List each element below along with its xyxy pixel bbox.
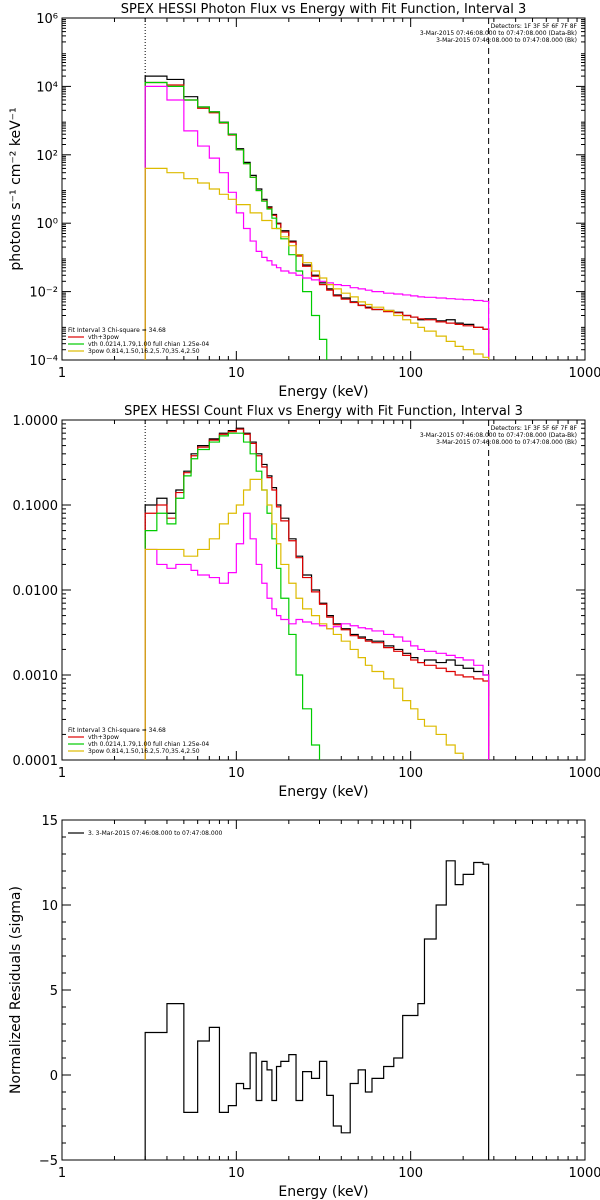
x-tick-label: 1: [58, 766, 66, 781]
y-tick-label: 10⁻²: [29, 286, 58, 301]
y-tick-label: 0.0010: [13, 669, 59, 684]
legend-label: vth+3pow: [88, 734, 119, 741]
x-axis-label: Energy (keV): [278, 1184, 368, 1200]
y-tick-label: 1.0000: [13, 414, 59, 429]
series-line-2: [144, 428, 490, 760]
x-tick-label: 1000: [568, 766, 600, 781]
x-tick-label: 1000: [568, 366, 600, 381]
legend-label: 3pow 0.814,1.50,16.2,5.70,35.4,2.50: [88, 348, 200, 355]
x-tick-label: 100: [398, 366, 423, 381]
x-tick-label: 100: [398, 1166, 423, 1181]
y-tick-label: 0.1000: [13, 499, 59, 514]
plot-frame: [61, 419, 586, 761]
series-line-3: [144, 81, 328, 360]
info-text: Detectors: 1F 3F 5F 6F 7F 8F: [491, 23, 578, 30]
series-line-2: [144, 81, 490, 360]
x-tick-label: 1: [58, 1166, 66, 1181]
series-line-1: [144, 427, 490, 760]
series-line-4: [144, 85, 490, 360]
legend-title: Fit Interval 3 Chi-square = 34.68: [68, 727, 166, 734]
info-text: 3-Mar-2015 07:46:08.000 to 07:47:08.000 …: [420, 432, 577, 439]
y-tick-label: 10⁻⁴: [29, 354, 58, 369]
series-line-1: [144, 75, 490, 360]
y-tick-label: 0: [50, 1069, 58, 1084]
y-tick-label: 10²: [36, 149, 58, 164]
info-text: 3-Mar-2015 07:46:08.000 to 07:47:08.000 …: [420, 30, 577, 37]
y-tick-label: 10⁶: [36, 12, 58, 27]
x-tick-label: 10: [228, 766, 245, 781]
legend-label: vth 0.0214,1.79,1.00 full chian 1.25e-04: [88, 341, 209, 348]
chart-title: SPEX HESSI Photon Flux vs Energy with Fi…: [121, 2, 527, 17]
plot-frame: [61, 819, 586, 1161]
series-line-5: [144, 478, 464, 760]
y-tick-label: 15: [41, 814, 58, 829]
info-text: 3-Mar-2015 07:46:08.000 to 07:47:08.000 …: [436, 439, 577, 446]
series-line-3: [144, 432, 321, 760]
y-axis-label: photons s⁻¹ cm⁻² keV⁻¹: [8, 107, 24, 270]
series-line-1: [144, 860, 490, 1160]
chart-title: SPEX HESSI Count Flux vs Energy with Fit…: [124, 404, 523, 419]
chart-panel-3: 1 10 100 1000 −5 0 5 10 15 Energy (keV) Normalized…: [8, 814, 600, 1200]
y-tick-label: 5: [50, 984, 58, 999]
x-tick-label: 100: [398, 766, 423, 781]
info-text: 3-Mar-2015 07:46:08.000 to 07:47:08.000 …: [436, 37, 577, 44]
legend-title: Fit Interval 3 Chi-square = 34.68: [68, 327, 166, 334]
legend-label: vth 0.0214,1.79,1.00 full chian 1.25e-04: [88, 741, 209, 748]
x-tick-label: 10: [228, 366, 245, 381]
x-axis-label: Energy (keV): [278, 384, 368, 400]
legend-label: 3pow 0.814,1.50,16.2,5.70,35.4,2.50: [88, 748, 200, 755]
series-line-4: [144, 512, 490, 760]
y-axis-label: Normalized Residuals (sigma): [8, 886, 24, 1094]
chart-panel-2: SPEX HESSI Count Flux vs Energy with Fit…: [13, 404, 600, 800]
legend-label: vth+3pow: [88, 334, 119, 341]
x-axis-label: Energy (keV): [278, 784, 368, 800]
y-tick-label: 0.0100: [13, 584, 59, 599]
legend-label: 3. 3-Mar-2015 07:46:08.000 to 07:47:08.0…: [88, 830, 223, 837]
series-line-5: [144, 167, 490, 360]
y-tick-label: 0.0001: [13, 754, 59, 769]
info-text: Detectors: 1F 3F 5F 6F 7F 8F: [491, 425, 578, 432]
chart-panel-1: SPEX HESSI Photon Flux vs Energy with Fi…: [8, 2, 600, 400]
y-tick-label: 10⁴: [36, 80, 58, 95]
plot-frame: [61, 17, 586, 361]
y-tick-label: 10: [41, 899, 58, 914]
x-tick-label: 10: [228, 1166, 245, 1181]
y-tick-label: 10⁰: [36, 217, 58, 232]
x-tick-label: 1: [58, 366, 66, 381]
y-tick-label: −5: [39, 1154, 58, 1169]
x-tick-label: 1000: [568, 1166, 600, 1181]
